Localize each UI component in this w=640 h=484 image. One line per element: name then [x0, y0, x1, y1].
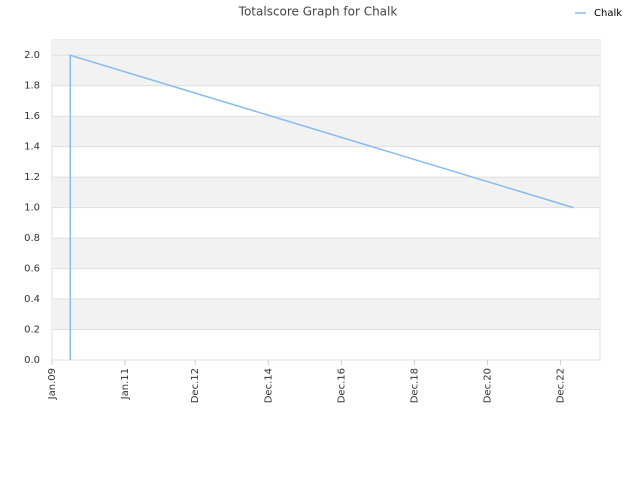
legend-label: Chalk: [594, 8, 622, 19]
x-tick-label: Dec.14: [263, 368, 274, 403]
y-tick-label: 0.0: [24, 355, 40, 366]
y-tick-label: 0.8: [24, 233, 40, 244]
y-tick-label: 0.6: [24, 264, 40, 275]
series-line: [69, 54, 574, 360]
y-tick-label: 0.2: [24, 325, 40, 336]
y-tick-label: 1.6: [24, 111, 40, 122]
y-tick-label: 1.2: [24, 172, 40, 183]
x-tick-label: Dec.20: [482, 368, 493, 403]
grid-band: [52, 177, 600, 208]
chart-title: Totalscore Graph for Chalk: [238, 5, 398, 19]
y-tick-label: 2.0: [24, 50, 40, 61]
x-tick-label: Dec.22: [556, 368, 567, 403]
y-tick-label: 0.4: [24, 294, 40, 305]
grid-band: [52, 238, 600, 269]
x-tick-label: Jan.09: [47, 368, 58, 400]
x-tick-label: Jan.11: [120, 368, 131, 400]
x-tick-label: Dec.12: [190, 368, 201, 403]
grid-band: [52, 116, 600, 147]
grid-band: [52, 55, 600, 86]
grid-band: [52, 299, 600, 330]
grid-band: [52, 40, 600, 56]
x-tick-label: Dec.18: [409, 368, 420, 403]
y-tick-label: 1.0: [24, 203, 40, 214]
y-tick-label: 1.4: [24, 142, 40, 153]
x-tick-label: Dec.16: [336, 368, 347, 403]
y-tick-label: 1.8: [24, 81, 40, 92]
